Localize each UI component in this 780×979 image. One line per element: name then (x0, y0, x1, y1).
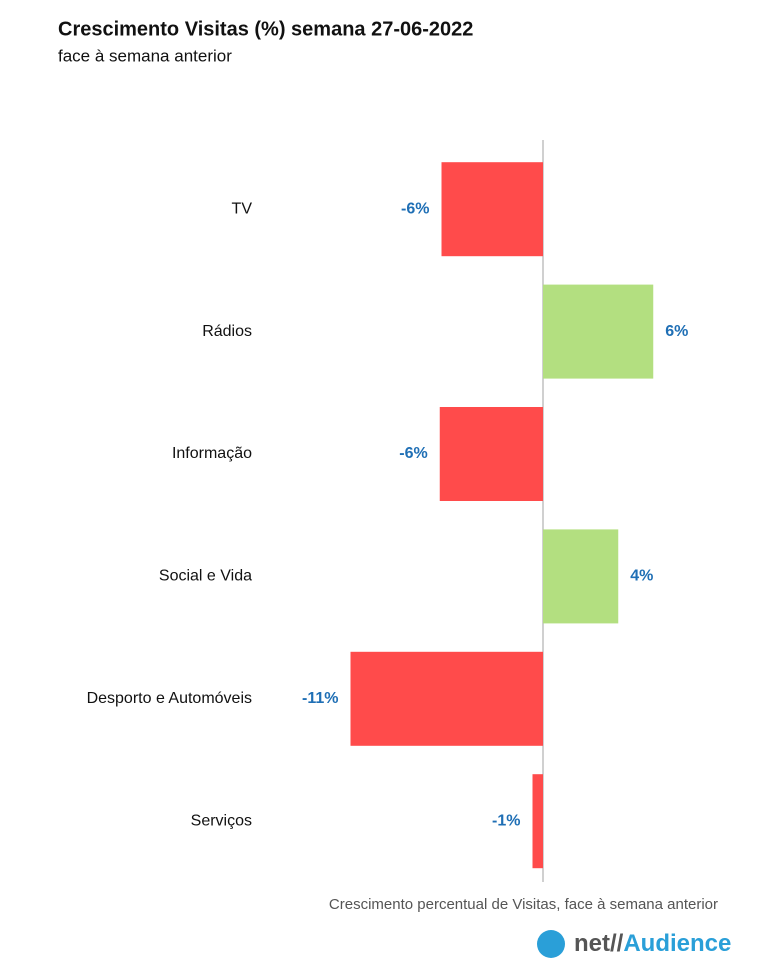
category-label: Desporto e Automóveis (87, 690, 252, 707)
value-label: -1% (492, 812, 520, 829)
category-label: Informação (172, 445, 252, 462)
logo-text: net//Audience (574, 930, 731, 957)
logo-prefix: net// (574, 930, 624, 957)
value-label: 6% (665, 323, 688, 340)
bar (532, 774, 543, 869)
x-axis-label: Crescimento percentual de Visitas, face … (329, 896, 718, 913)
bar (350, 651, 543, 746)
category-label: Serviços (191, 812, 252, 829)
value-label: -6% (399, 445, 427, 462)
logo: net//Audience (537, 930, 731, 958)
bar (441, 162, 543, 257)
category-label: Rádios (202, 323, 252, 340)
value-label: -11% (302, 690, 338, 707)
category-label: TV (232, 200, 253, 217)
logo-name: Audience (623, 930, 731, 957)
bar (543, 284, 654, 379)
bar (543, 529, 619, 624)
chart-title: Crescimento Visitas (%) semana 27-06-202… (58, 18, 473, 40)
logo-icon (537, 930, 565, 958)
bar (439, 407, 543, 501)
value-label: 4% (630, 568, 653, 585)
chart-subtitle: face à semana anterior (58, 46, 232, 65)
value-label: -6% (401, 200, 429, 217)
category-label: Social e Vida (159, 568, 252, 585)
